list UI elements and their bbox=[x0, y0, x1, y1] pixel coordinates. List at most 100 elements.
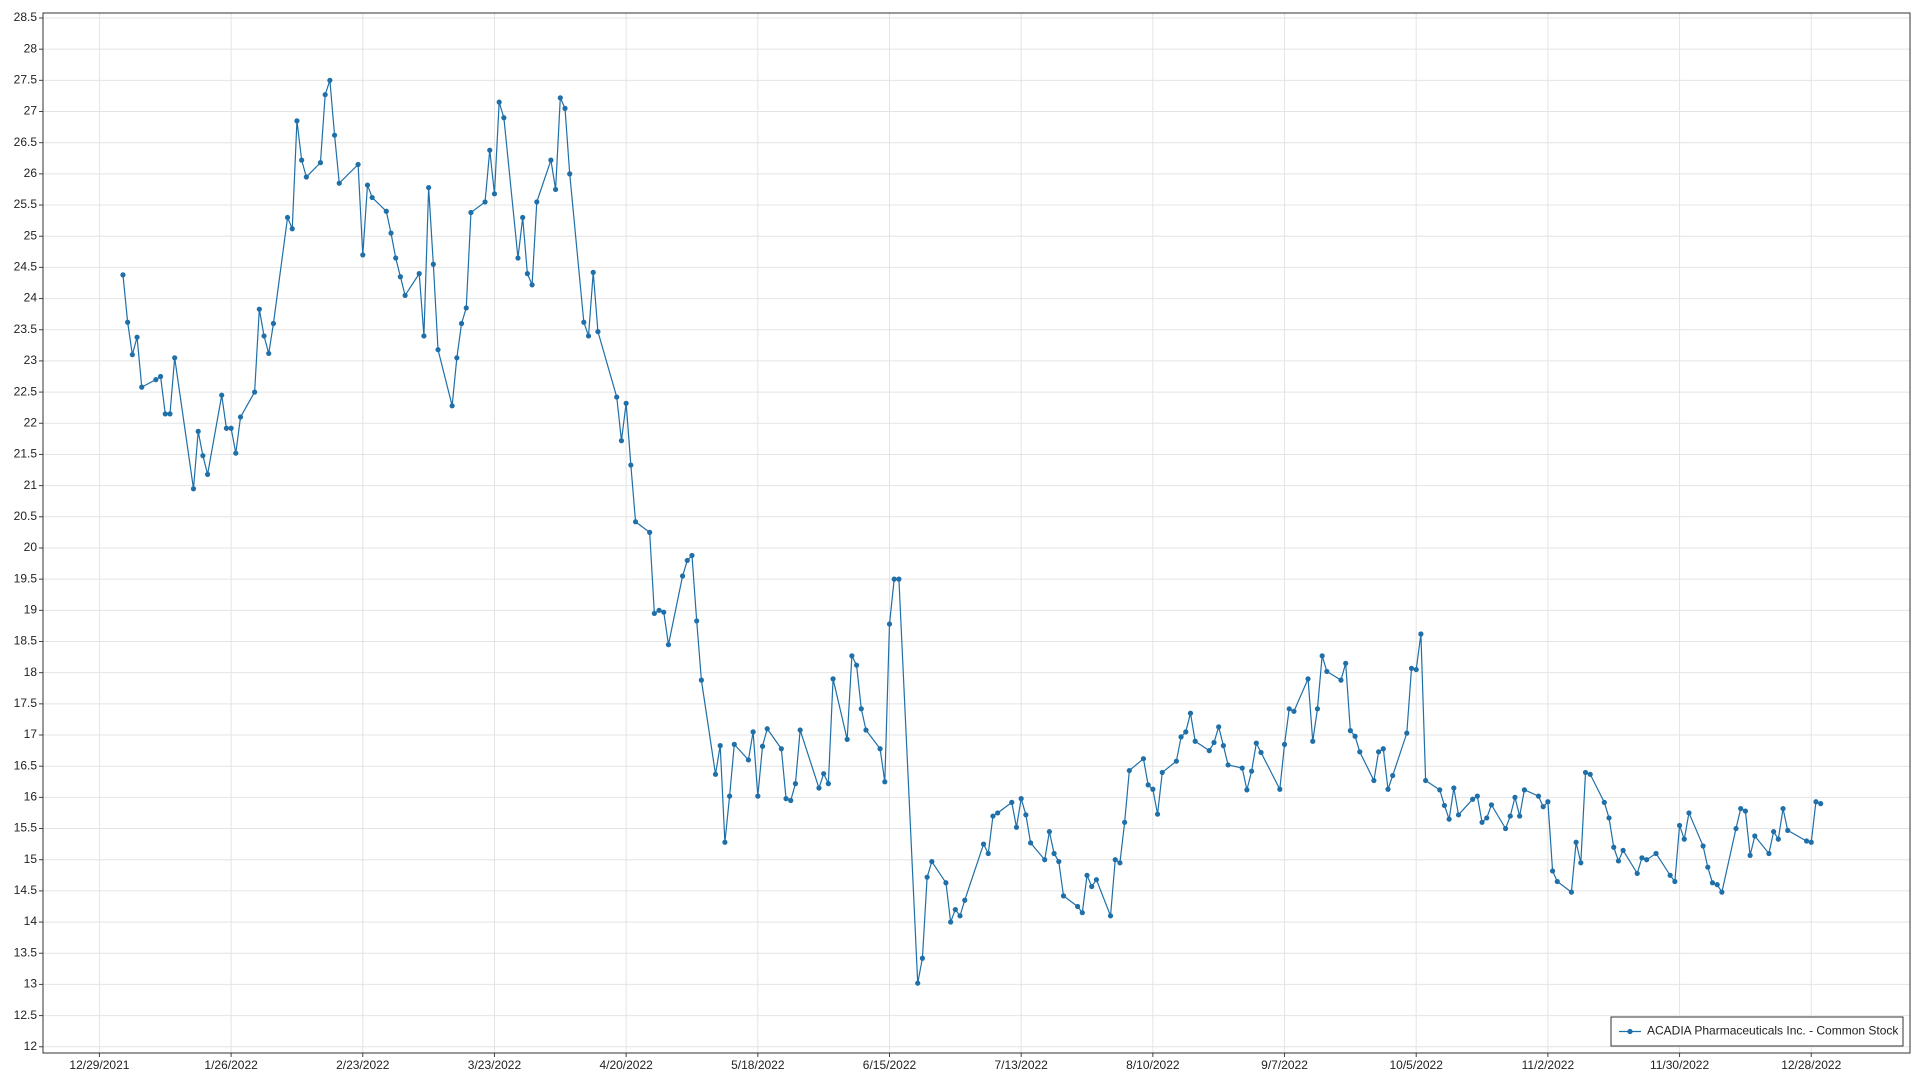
data-point bbox=[256, 306, 262, 312]
y-tick-label: 24.5 bbox=[14, 260, 38, 274]
data-point bbox=[590, 269, 596, 275]
y-tick-label: 28 bbox=[24, 41, 38, 55]
data-point bbox=[853, 662, 860, 668]
data-point bbox=[139, 384, 145, 390]
y-tick-label: 26 bbox=[24, 166, 38, 180]
x-tick-label: 2/23/2022 bbox=[336, 1058, 390, 1072]
data-point bbox=[454, 355, 460, 361]
data-point bbox=[661, 609, 667, 615]
y-tick-label: 27.5 bbox=[14, 73, 38, 87]
data-point bbox=[1408, 665, 1415, 671]
data-point bbox=[651, 610, 657, 617]
data-point bbox=[1145, 782, 1151, 788]
data-point bbox=[1211, 739, 1217, 746]
data-point bbox=[1423, 777, 1429, 784]
data-point bbox=[317, 160, 324, 166]
data-point bbox=[585, 333, 592, 339]
data-point bbox=[1441, 802, 1448, 809]
data-point bbox=[491, 191, 498, 197]
data-point bbox=[1079, 910, 1085, 916]
data-point bbox=[943, 880, 949, 886]
data-point bbox=[1352, 733, 1358, 739]
data-point bbox=[1018, 796, 1024, 802]
data-point bbox=[336, 180, 342, 186]
data-point bbox=[261, 333, 267, 339]
y-tick-label: 22 bbox=[24, 415, 38, 429]
data-point bbox=[237, 414, 244, 420]
y-tick-label: 27 bbox=[24, 104, 38, 118]
data-point bbox=[1122, 819, 1128, 825]
data-point bbox=[204, 471, 211, 477]
data-point bbox=[1549, 868, 1556, 874]
data-point bbox=[1667, 872, 1673, 878]
data-point bbox=[1540, 804, 1546, 810]
data-point bbox=[821, 771, 827, 777]
data-point bbox=[1554, 878, 1560, 885]
data-point bbox=[1305, 676, 1311, 682]
data-point bbox=[1404, 730, 1410, 736]
data-point bbox=[980, 841, 987, 847]
data-point bbox=[665, 642, 672, 648]
y-tick-label: 17 bbox=[24, 727, 38, 741]
x-tick-label: 7/13/2022 bbox=[994, 1058, 1048, 1072]
data-point bbox=[915, 980, 921, 986]
data-point bbox=[524, 271, 530, 277]
y-tick-label: 21.5 bbox=[14, 447, 38, 461]
data-point bbox=[1051, 850, 1057, 857]
data-point bbox=[1173, 758, 1179, 764]
data-point bbox=[891, 576, 897, 582]
data-point bbox=[515, 255, 521, 261]
data-point bbox=[1785, 827, 1791, 834]
data-point bbox=[1653, 850, 1659, 857]
data-point bbox=[1639, 855, 1645, 861]
data-point bbox=[1803, 838, 1810, 844]
data-point bbox=[1705, 864, 1711, 870]
data-point bbox=[1611, 844, 1617, 850]
data-point bbox=[1375, 749, 1382, 755]
data-point bbox=[1582, 769, 1589, 776]
data-point bbox=[383, 208, 389, 214]
data-point bbox=[553, 186, 559, 193]
data-point bbox=[172, 355, 178, 361]
data-point bbox=[1470, 796, 1476, 802]
data-point bbox=[1686, 810, 1692, 816]
y-tick-label: 24 bbox=[24, 291, 38, 305]
data-point bbox=[595, 329, 601, 335]
data-point bbox=[134, 334, 140, 340]
data-point bbox=[463, 305, 469, 311]
x-tick-label: 12/29/2021 bbox=[69, 1058, 129, 1072]
data-point bbox=[1738, 805, 1744, 812]
data-point bbox=[995, 810, 1001, 816]
data-point bbox=[1042, 857, 1048, 863]
data-point bbox=[632, 519, 639, 525]
data-point bbox=[1371, 777, 1377, 784]
data-point bbox=[1107, 913, 1114, 919]
data-point bbox=[200, 453, 206, 459]
data-point bbox=[731, 741, 737, 747]
data-point bbox=[1183, 729, 1189, 735]
x-tick-label: 4/20/2022 bbox=[599, 1058, 653, 1072]
data-point bbox=[788, 797, 794, 804]
data-point bbox=[985, 850, 991, 857]
data-point bbox=[1752, 833, 1758, 839]
data-point bbox=[722, 839, 728, 845]
data-point bbox=[1568, 889, 1575, 895]
data-point bbox=[355, 161, 361, 168]
data-point bbox=[1140, 756, 1147, 762]
data-point bbox=[1474, 793, 1480, 799]
data-point bbox=[1060, 893, 1067, 899]
data-point bbox=[331, 132, 338, 138]
data-point bbox=[1681, 836, 1687, 842]
data-point bbox=[1719, 889, 1725, 895]
data-point bbox=[190, 486, 197, 492]
data-point bbox=[1380, 746, 1386, 752]
y-tick-label: 25.5 bbox=[14, 197, 38, 211]
data-point bbox=[430, 261, 436, 267]
data-point bbox=[924, 874, 930, 880]
data-point bbox=[1126, 767, 1132, 774]
data-point bbox=[957, 913, 963, 919]
x-tick-label: 3/23/2022 bbox=[468, 1058, 522, 1072]
data-point bbox=[1206, 748, 1212, 754]
data-point bbox=[1587, 771, 1593, 777]
data-point bbox=[778, 746, 784, 752]
